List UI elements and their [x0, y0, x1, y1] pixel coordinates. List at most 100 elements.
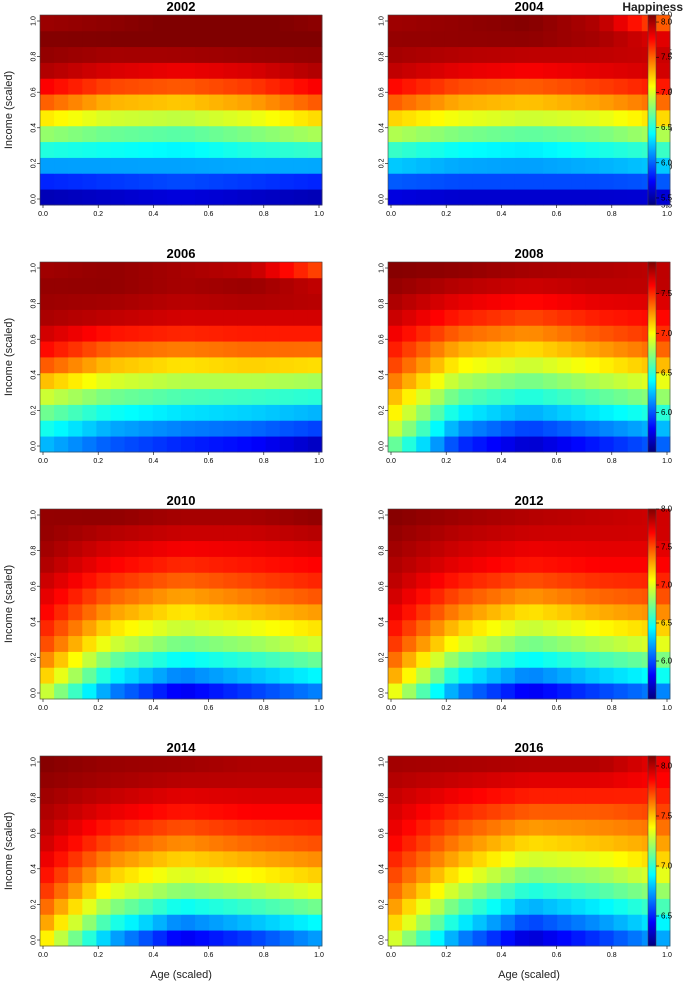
heatmap-cell	[307, 635, 323, 652]
heatmap-cell	[458, 189, 473, 206]
heatmap-cell	[571, 572, 586, 589]
heatmap-cell	[251, 325, 266, 342]
heatmap-cell	[251, 509, 266, 526]
heatmap-cell	[195, 78, 210, 95]
heatmap-cell	[40, 357, 55, 374]
heatmap-cell	[500, 930, 516, 947]
heatmap-cell	[613, 914, 629, 931]
heatmap-cell	[279, 851, 295, 868]
y-tick-label: 0.8	[31, 52, 38, 62]
heatmap-cell	[416, 556, 431, 573]
heatmap-cell	[124, 635, 140, 652]
heatmap-cell	[251, 651, 266, 668]
heatmap-cell	[472, 683, 488, 700]
heatmap-cell	[514, 15, 530, 32]
heatmap-cell	[514, 509, 530, 526]
heatmap-cell	[237, 882, 252, 899]
heatmap-cell	[585, 110, 600, 127]
heatmap-cell	[251, 293, 266, 310]
heatmap-cell	[486, 524, 502, 542]
heatmap-cell	[68, 309, 83, 326]
heatmap-cell	[223, 173, 238, 190]
heatmap-cell	[307, 572, 323, 589]
heatmap-cell	[307, 756, 323, 773]
heatmap-cell	[500, 572, 516, 589]
heatmap-cell	[500, 683, 516, 700]
heatmap-cell	[152, 388, 168, 405]
heatmap-cell	[124, 930, 140, 947]
heatmap-cell	[265, 436, 281, 453]
heatmap-cell	[265, 420, 281, 437]
heatmap-cell	[613, 15, 629, 32]
heatmap-cell	[388, 372, 403, 390]
heatmap-cell	[251, 404, 266, 421]
heatmap-cell	[307, 262, 323, 279]
heatmap-cell	[472, 436, 488, 453]
heatmap-cell	[655, 882, 671, 899]
heatmap-cell	[279, 420, 295, 437]
heatmap-cell	[166, 898, 182, 915]
x-axis-label: Age (scaled)	[498, 969, 560, 981]
heatmap-cell	[223, 651, 238, 668]
y-tick-label: 0.8	[379, 546, 386, 556]
heatmap-cell	[209, 651, 224, 668]
heatmap-cell	[514, 372, 530, 390]
heatmap-cell	[293, 125, 309, 143]
heatmap-cell	[40, 787, 55, 804]
heatmap-cell	[486, 787, 502, 804]
heatmap-cell	[655, 372, 671, 390]
heatmap-cell	[251, 262, 266, 279]
heatmap-cell	[195, 619, 210, 637]
heatmap-cell	[500, 635, 516, 652]
heatmap-cell	[557, 341, 572, 358]
heatmap-cell	[444, 556, 459, 573]
heatmap-cell	[458, 756, 473, 773]
heatmap-cell	[54, 898, 69, 915]
heatmap-cell	[82, 277, 97, 295]
x-tick-label: 0.2	[441, 211, 451, 218]
heatmap-cell	[110, 524, 125, 542]
heatmap-cell	[444, 325, 459, 342]
heatmap-cell	[529, 667, 544, 684]
heatmap-cell	[124, 30, 140, 48]
heatmap-cell	[181, 309, 196, 326]
heatmap-cell	[402, 524, 417, 542]
heatmap-cell	[585, 277, 600, 295]
heatmap-cells	[388, 15, 671, 206]
heatmap-cell	[557, 141, 572, 158]
heatmap-cell	[627, 309, 643, 326]
x-tick-label: 0.0	[38, 952, 48, 959]
heatmap-cell	[209, 588, 224, 605]
heatmap-cell	[444, 572, 459, 589]
y-tick-label: 0.4	[31, 617, 38, 627]
heatmap-cell	[486, 372, 502, 390]
heatmap-cell	[613, 173, 629, 190]
heatmap-cell	[388, 262, 403, 279]
heatmap-cell	[655, 851, 671, 868]
heatmap-cell	[40, 62, 55, 79]
heatmap-cell	[166, 173, 182, 190]
heatmap-cell	[543, 572, 558, 589]
heatmap-cell	[458, 635, 473, 652]
heatmap-cells	[388, 509, 671, 700]
heatmap-cell	[444, 277, 459, 295]
heatmap-cell	[557, 404, 572, 421]
y-axis-label: Income (scaled)	[3, 318, 15, 396]
x-tick-label: 0.0	[38, 458, 48, 465]
heatmap-cell	[430, 46, 445, 63]
heatmap-cell	[96, 930, 111, 947]
heatmap-cell	[388, 866, 403, 884]
heatmap-cell	[209, 930, 224, 947]
heatmap-cell	[279, 651, 295, 668]
heatmap-cell	[388, 898, 403, 915]
heatmap-cell	[599, 819, 614, 836]
heatmap-cell	[251, 914, 266, 931]
heatmap-cell	[223, 835, 238, 852]
heatmap-cell	[430, 189, 445, 206]
heatmap-cell	[110, 619, 125, 637]
heatmap-cell	[514, 293, 530, 310]
heatmap-cell	[543, 141, 558, 158]
heatmap-cell	[529, 341, 544, 358]
heatmap-cell	[599, 372, 614, 390]
heatmap-cell	[166, 572, 182, 589]
